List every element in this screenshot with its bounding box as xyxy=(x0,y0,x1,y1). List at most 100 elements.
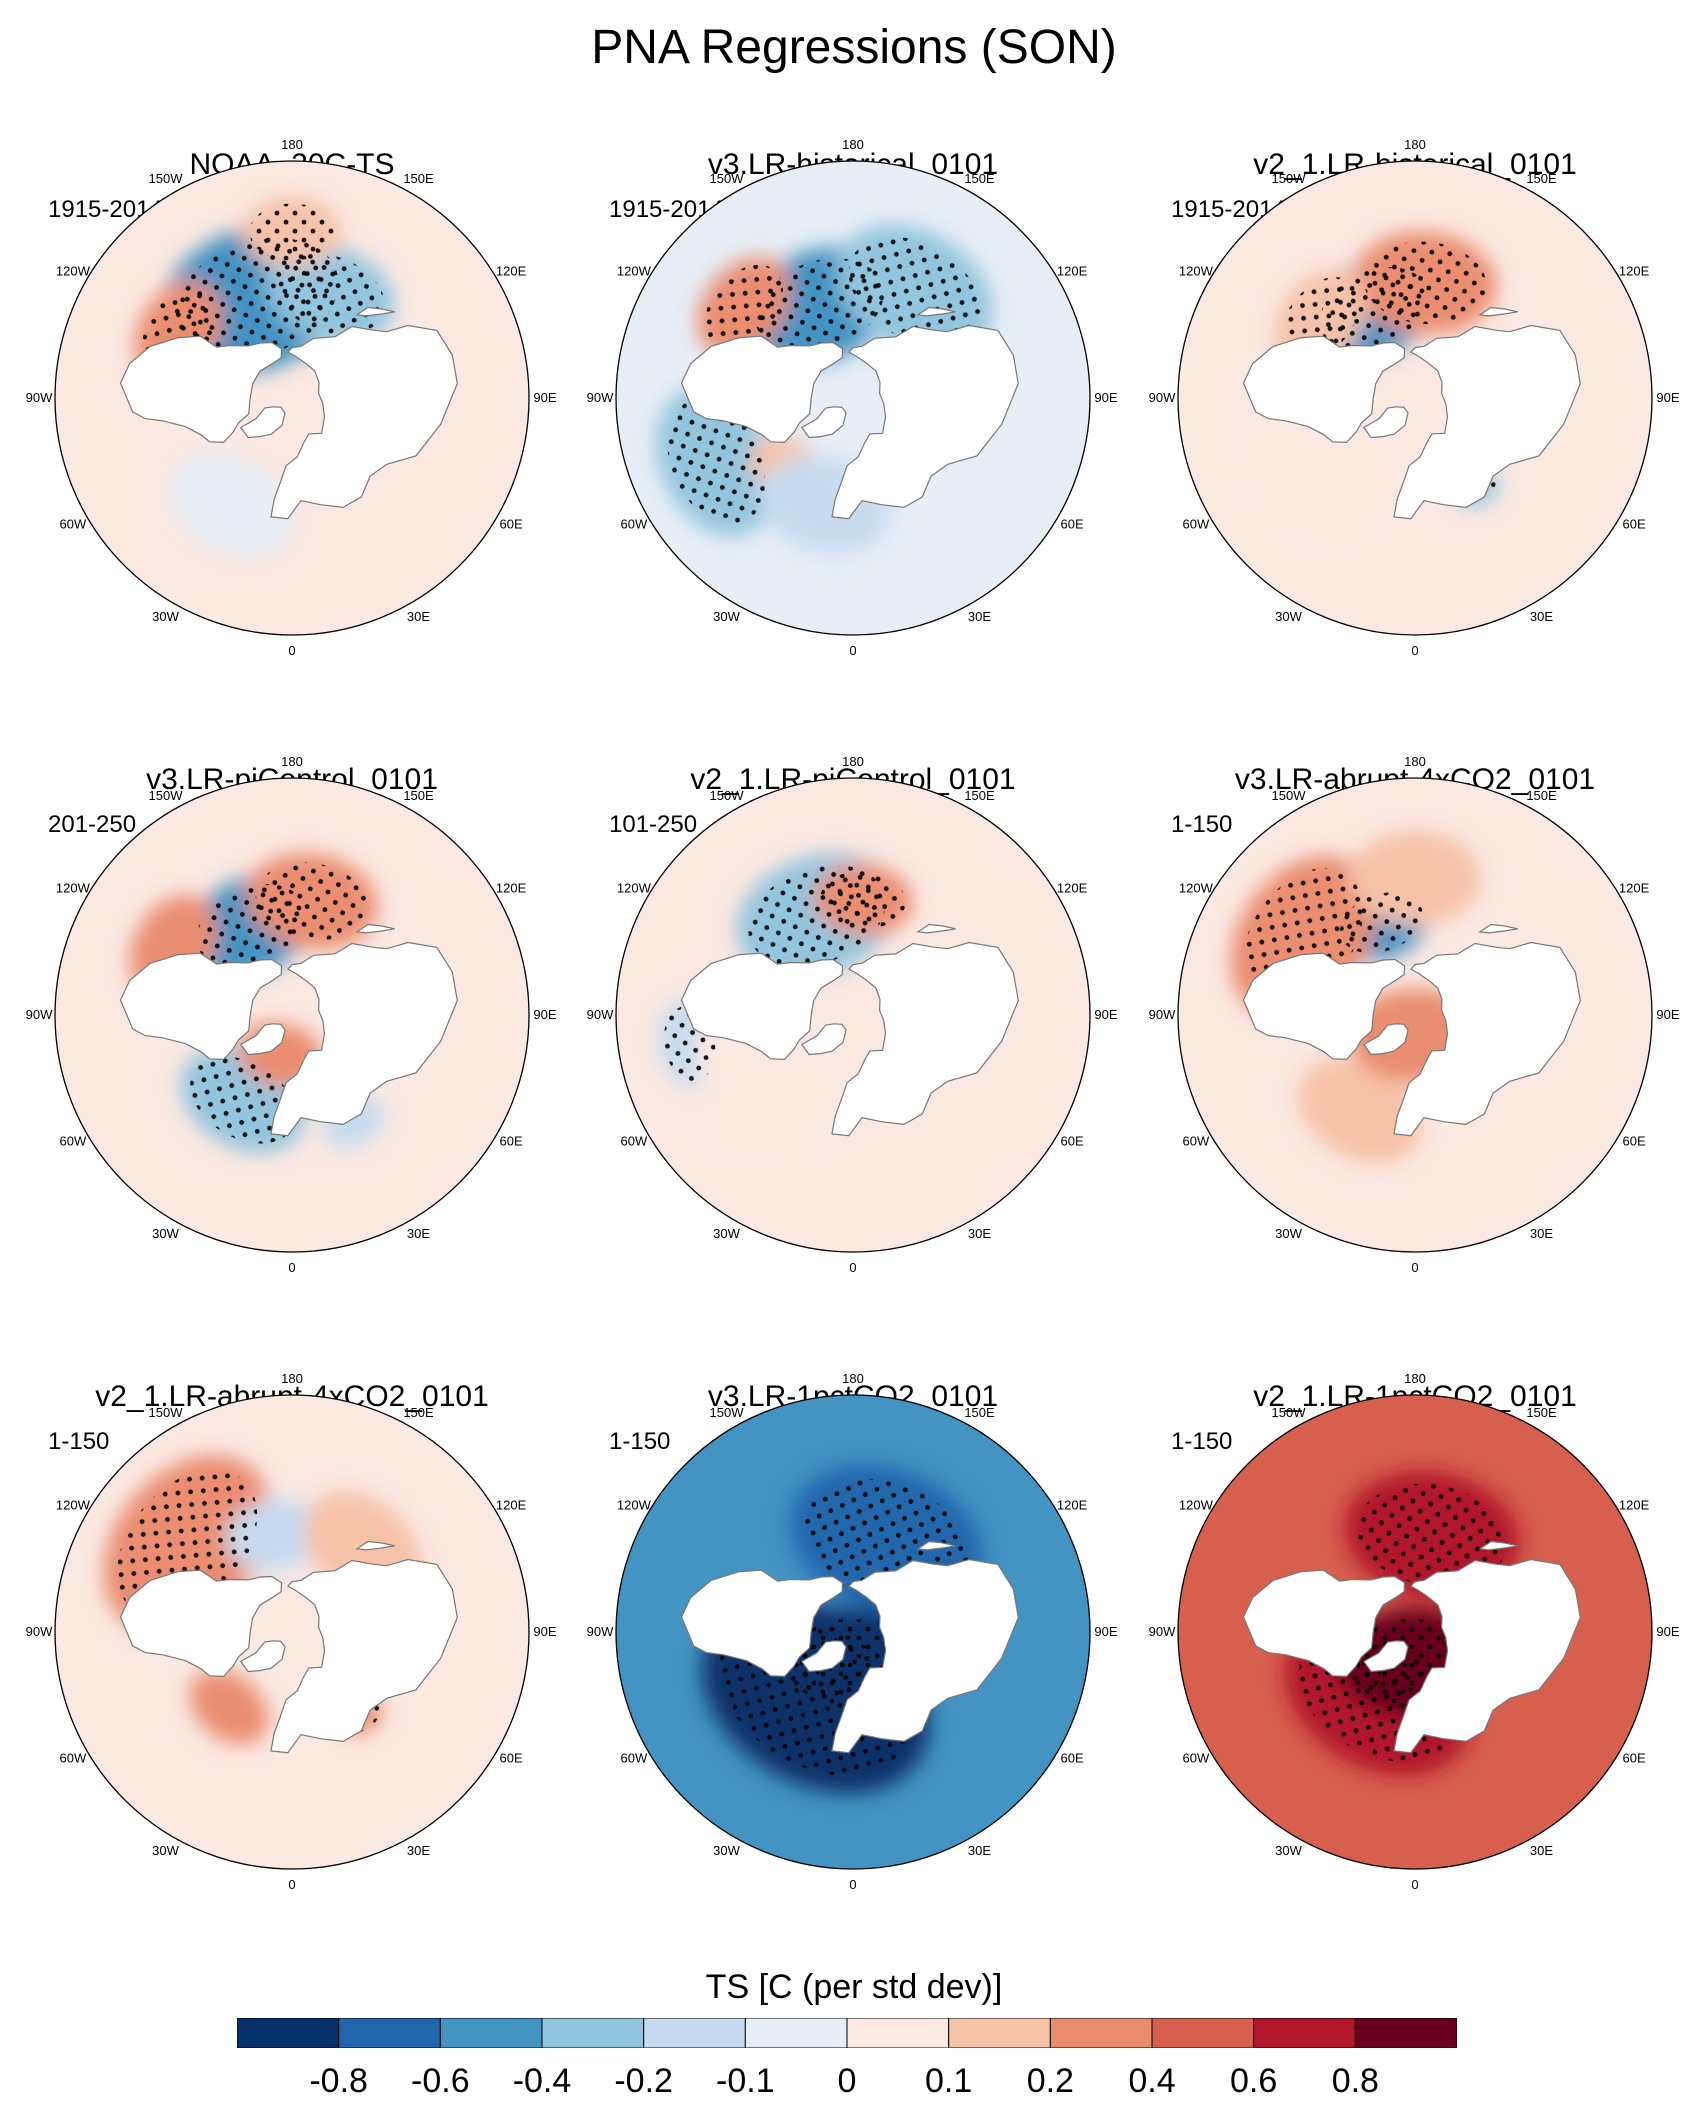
lon-label-150w: 150W xyxy=(1272,171,1307,186)
lon-label-60e: 60E xyxy=(1623,1751,1646,1766)
colorbar-tick-6: 0.1 xyxy=(925,2062,973,2100)
ocean-field xyxy=(55,778,529,1252)
lon-label-0: 0 xyxy=(1411,1877,1418,1892)
anomaly-3 xyxy=(1297,1057,1422,1164)
land-mass-3 xyxy=(355,923,395,934)
map-border xyxy=(615,160,1091,636)
lon-label-120w: 120W xyxy=(1179,1498,1214,1513)
lon-label-120e: 120E xyxy=(1619,881,1650,896)
colorbar-tick-10: 0.8 xyxy=(1331,2062,1379,2100)
lon-label-150e: 150E xyxy=(1526,1405,1557,1420)
land-mass-0 xyxy=(1242,335,1406,444)
lon-label-150e: 150E xyxy=(964,788,995,803)
lon-label-30e: 30E xyxy=(968,609,991,624)
lon-label-150w: 150W xyxy=(149,1405,184,1420)
lon-label-0: 0 xyxy=(849,1260,856,1275)
land-mass-2 xyxy=(1393,1558,1581,1754)
lon-label-90e: 90E xyxy=(533,390,556,405)
lon-label-150e: 150E xyxy=(403,788,434,803)
lon-label-150e: 150E xyxy=(964,171,995,186)
lon-label-60w: 60W xyxy=(60,517,87,532)
map-v2-1-lr-picontrol-0101: 180 150E 120E 90E 60E 30E 0 30W 60W 90W 120W 150W xyxy=(587,754,1118,1275)
lon-label-120w: 120W xyxy=(56,264,91,279)
lon-label-120w: 120W xyxy=(56,881,91,896)
colorbar-bin-5 xyxy=(744,2018,848,2048)
lon-label-60w: 60W xyxy=(1183,1134,1210,1149)
colorbar-tick-9: 0.6 xyxy=(1230,2062,1278,2100)
lon-label-0: 0 xyxy=(288,643,295,658)
colorbar-bin-4 xyxy=(643,2018,746,2048)
colorbar-tick-8: 0.4 xyxy=(1128,2062,1176,2100)
land-mass-2 xyxy=(270,1558,458,1754)
lon-label-30e: 30E xyxy=(407,1226,430,1241)
significance-stipple-3 xyxy=(190,1056,296,1144)
lon-label-150w: 150W xyxy=(710,171,745,186)
lon-label-120e: 120E xyxy=(496,264,527,279)
land-mass-3 xyxy=(1478,306,1518,317)
significance-stipple-2 xyxy=(704,264,783,349)
colorbar xyxy=(237,2018,1457,2048)
land-mass-3 xyxy=(355,306,395,317)
colorbar-bin-11 xyxy=(1354,2018,1457,2048)
map-border xyxy=(54,160,530,636)
lon-label-90e: 90E xyxy=(1094,1624,1117,1639)
significance-stipple-3 xyxy=(249,203,335,261)
land-mass-0 xyxy=(119,335,283,444)
lon-label-60w: 60W xyxy=(60,1134,87,1149)
significance-stipple-1 xyxy=(255,862,369,940)
lon-label-90e: 90E xyxy=(533,1007,556,1022)
land-mass-0 xyxy=(680,952,844,1061)
lon-label-120w: 120W xyxy=(617,1498,652,1513)
lon-label-30w: 30W xyxy=(1275,609,1302,624)
lon-label-90e: 90E xyxy=(1094,1007,1117,1022)
significance-stipple-0 xyxy=(1356,1483,1508,1587)
map-border xyxy=(54,1394,530,1870)
lon-label-90e: 90E xyxy=(1656,1007,1679,1022)
panel-period-v3-lr-abrupt-4xco2-0101: 1-150 xyxy=(1171,811,1233,838)
lon-label-30w: 30W xyxy=(713,1226,740,1241)
map-border xyxy=(1177,1394,1653,1870)
lon-label-60e: 60E xyxy=(500,517,523,532)
ocean-field xyxy=(616,778,1090,1252)
lon-label-90e: 90E xyxy=(533,1624,556,1639)
lon-label-0: 0 xyxy=(1411,1260,1418,1275)
lon-label-0: 0 xyxy=(849,643,856,658)
lon-label-60e: 60E xyxy=(1061,1134,1084,1149)
land-mass-2 xyxy=(270,941,458,1137)
colorbar-bin-3 xyxy=(541,2018,645,2048)
lon-label-60e: 60E xyxy=(1623,1134,1646,1149)
lon-label-120w: 120W xyxy=(617,881,652,896)
map-v3-lr-historical-0101: 180 150E 120E 90E 60E 30E 0 30W 60W 90W 120W 150W xyxy=(587,137,1118,658)
lon-label-30w: 30W xyxy=(1275,1226,1302,1241)
lon-label-90w: 90W xyxy=(26,1624,53,1639)
map-border xyxy=(1177,160,1653,636)
ocean-field xyxy=(55,1395,529,1869)
lon-label-120w: 120W xyxy=(56,1498,91,1513)
lon-label-150w: 150W xyxy=(1272,788,1307,803)
significance-stipple-1 xyxy=(848,236,981,346)
map-noaa-20c-ts: 180 150E 120E 90E 60E 30E 0 30W 60W 90W 120W 150W xyxy=(26,137,557,658)
land-mass-2 xyxy=(831,941,1019,1137)
lon-label-60w: 60W xyxy=(621,517,648,532)
lon-label-30w: 30W xyxy=(1275,1843,1302,1858)
significance-stipple-3 xyxy=(667,398,766,525)
lon-label-150w: 150W xyxy=(149,171,184,186)
lon-label-120e: 120E xyxy=(1619,1498,1650,1513)
lon-label-0: 0 xyxy=(1411,643,1418,658)
land-mass-0 xyxy=(680,335,844,444)
lon-label-150w: 150W xyxy=(710,788,745,803)
colorbar-title: TS [C (per std dev)] xyxy=(705,1968,1003,2006)
colorbar-tick-4: -0.1 xyxy=(716,2062,775,2100)
lon-label-30e: 30E xyxy=(1530,609,1553,624)
colorbar-bin-6 xyxy=(846,2018,950,2048)
land-mass-0 xyxy=(119,1569,283,1678)
lon-label-90w: 90W xyxy=(587,390,614,405)
lon-label-60w: 60W xyxy=(60,1751,87,1766)
figure-title: PNA Regressions (SON) xyxy=(591,21,1117,74)
land-mass-1 xyxy=(800,1023,847,1056)
land-mass-2 xyxy=(831,324,1019,520)
lon-label-30e: 30E xyxy=(968,1843,991,1858)
lon-label-60e: 60E xyxy=(1061,517,1084,532)
lon-label-150e: 150E xyxy=(1526,788,1557,803)
land-mass-3 xyxy=(1478,923,1518,934)
